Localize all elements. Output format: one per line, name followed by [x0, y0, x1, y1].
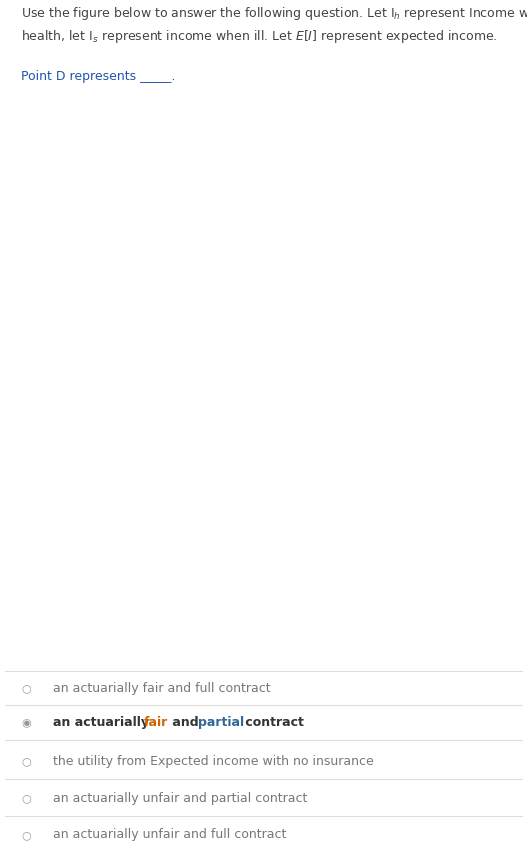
Text: Point D represents _____.: Point D represents _____.	[21, 69, 175, 82]
Text: Income: Income	[461, 640, 501, 650]
Text: C: C	[344, 213, 353, 226]
Text: Use the figure below to answer the following question. Let I$_h$ represent Incom: Use the figure below to answer the follo…	[21, 5, 527, 45]
Text: A: A	[121, 383, 130, 396]
Text: Utility: Utility	[56, 133, 89, 143]
Text: ○: ○	[22, 683, 31, 693]
Text: Y: Y	[223, 304, 231, 317]
Text: an actuarially unfair and full contract: an actuarially unfair and full contract	[53, 828, 286, 842]
Text: contract: contract	[240, 716, 304, 729]
Text: B: B	[281, 272, 290, 285]
Text: fair: fair	[143, 716, 168, 729]
Text: partial: partial	[198, 716, 245, 729]
Text: ○: ○	[22, 757, 31, 766]
Text: U(I): U(I)	[494, 153, 517, 166]
Text: $I_H$: $I_H$	[368, 651, 380, 666]
Text: the utility from Expected income with no insurance: the utility from Expected income with no…	[53, 755, 374, 768]
Text: X: X	[284, 301, 292, 314]
Text: $I_S$: $I_S$	[146, 651, 157, 666]
Text: an actuarially fair and full contract: an actuarially fair and full contract	[53, 681, 270, 695]
Text: ○: ○	[22, 793, 31, 803]
Text: an actuarially unfair and partial contract: an actuarially unfair and partial contra…	[53, 792, 307, 805]
Text: ○: ○	[22, 830, 31, 840]
Text: ◉: ◉	[22, 718, 31, 728]
Text: an actuarially: an actuarially	[53, 716, 153, 729]
Text: and: and	[168, 716, 203, 729]
Text: D: D	[284, 369, 293, 382]
Text: $E[I]_P$: $E[I]_P$	[262, 651, 290, 667]
